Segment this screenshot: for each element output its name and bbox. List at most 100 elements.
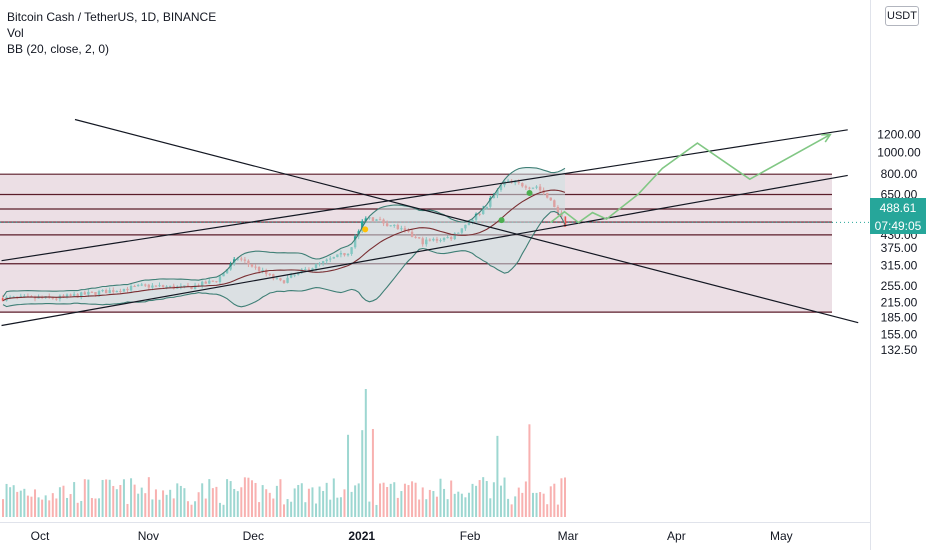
volume-bar xyxy=(247,477,250,517)
volume-bar xyxy=(112,485,115,517)
volume-bar xyxy=(26,495,29,517)
volume-bar xyxy=(236,491,239,517)
volume-bar xyxy=(172,498,175,517)
time-tick-label: Oct xyxy=(31,529,50,543)
volume-bar xyxy=(400,491,403,517)
volume-bar xyxy=(62,485,65,517)
trendline xyxy=(74,118,859,324)
volume-indicator-label[interactable]: Vol xyxy=(7,26,24,40)
volume-bar xyxy=(535,492,538,517)
volume-bar xyxy=(101,479,104,517)
volume-bar xyxy=(418,499,421,517)
volume-bar xyxy=(222,504,225,517)
volume-bar xyxy=(140,487,143,517)
volume-bar xyxy=(407,485,410,517)
price-tick-label: 155.00 xyxy=(881,328,918,342)
price-tick-label: 1200.00 xyxy=(877,128,921,142)
volume-bar xyxy=(556,504,559,517)
volume-bar xyxy=(98,498,101,517)
time-tick-label: Apr xyxy=(667,529,686,543)
volume-bar xyxy=(158,499,161,517)
volume-bar xyxy=(332,478,335,517)
volume-bar xyxy=(176,483,179,517)
volume-bar xyxy=(311,487,314,517)
volume-bar xyxy=(329,499,332,517)
price-tick-label: 185.00 xyxy=(881,310,918,324)
volume-bar xyxy=(147,477,150,517)
volume-bar xyxy=(446,499,449,517)
bollinger-bands-label[interactable]: BB (20, close, 2, 0) xyxy=(7,42,110,56)
volume-bar xyxy=(211,488,214,517)
volume-bar xyxy=(2,499,4,517)
volume-bar xyxy=(471,483,474,517)
last-price-value: 488.61 xyxy=(879,201,917,215)
volume-bar xyxy=(521,492,524,517)
projection-arrowhead xyxy=(821,133,832,143)
volume-bar xyxy=(475,485,478,517)
volume-bar xyxy=(69,494,72,517)
volume-bar xyxy=(80,500,83,517)
volume-bar xyxy=(261,485,264,517)
volume-bar xyxy=(215,486,218,517)
volume-bar xyxy=(190,504,193,517)
currency-unit-badge[interactable]: USDT xyxy=(885,6,919,26)
volume-bar xyxy=(9,487,12,517)
volume-bar xyxy=(432,491,435,517)
price-tick-label: 1000.00 xyxy=(877,145,921,159)
volume-bar xyxy=(507,498,510,517)
volume-bar xyxy=(5,483,8,517)
volume-bar xyxy=(201,483,204,517)
volume-bar xyxy=(133,484,136,517)
volume-bar xyxy=(250,480,253,517)
volume-bar xyxy=(553,483,556,517)
volume-bar xyxy=(560,478,563,517)
volume-bar xyxy=(411,481,414,517)
volume-bar xyxy=(183,488,186,517)
volume-bar xyxy=(279,479,282,517)
volume-bar xyxy=(354,485,357,517)
volume-bar xyxy=(130,478,133,517)
volume-bar xyxy=(435,496,438,517)
volume-bar xyxy=(283,504,285,517)
bollinger-upper-band xyxy=(2,167,566,298)
bollinger-fill xyxy=(3,167,565,307)
volume-bar xyxy=(524,481,527,517)
signal-dot xyxy=(498,217,505,224)
volume-bar xyxy=(492,482,495,517)
volume-bar xyxy=(44,495,47,517)
volume-bar xyxy=(450,480,453,517)
volume-bar xyxy=(169,489,172,517)
volume-bar xyxy=(428,489,431,517)
volume-bar xyxy=(51,493,54,517)
volume-bar xyxy=(421,487,424,517)
volume-bar xyxy=(37,497,40,517)
volume-bar xyxy=(12,485,15,517)
price-tick-label: 132.50 xyxy=(881,343,918,357)
bar-countdown: 07:49:05 xyxy=(874,219,922,233)
symbol-title[interactable]: Bitcoin Cash / TetherUS, 1D, BINANCE xyxy=(7,10,217,24)
volume-bar xyxy=(290,501,293,517)
volume-bar xyxy=(539,492,542,517)
volume-bar xyxy=(386,487,389,517)
volume-bar xyxy=(90,498,93,517)
volume-bar xyxy=(361,430,364,517)
volume-bar xyxy=(83,479,86,517)
volume-bar xyxy=(126,503,129,517)
volume-bar xyxy=(34,489,37,517)
volume-bar xyxy=(357,483,360,517)
volume-bar xyxy=(218,502,221,517)
volume-bar xyxy=(414,482,417,517)
price-tick-label: 315.00 xyxy=(881,258,918,272)
volume-bar xyxy=(265,489,268,517)
volume-bar xyxy=(510,504,513,517)
volume-bar xyxy=(460,493,463,517)
volume-bar xyxy=(55,498,58,517)
volume-bar xyxy=(542,493,545,517)
volume-bar xyxy=(453,493,456,517)
volume-bar xyxy=(48,500,51,517)
volume-bar xyxy=(194,501,197,517)
volume-bar xyxy=(243,477,246,517)
volume-bar xyxy=(393,482,396,517)
volume-bar xyxy=(115,489,118,517)
